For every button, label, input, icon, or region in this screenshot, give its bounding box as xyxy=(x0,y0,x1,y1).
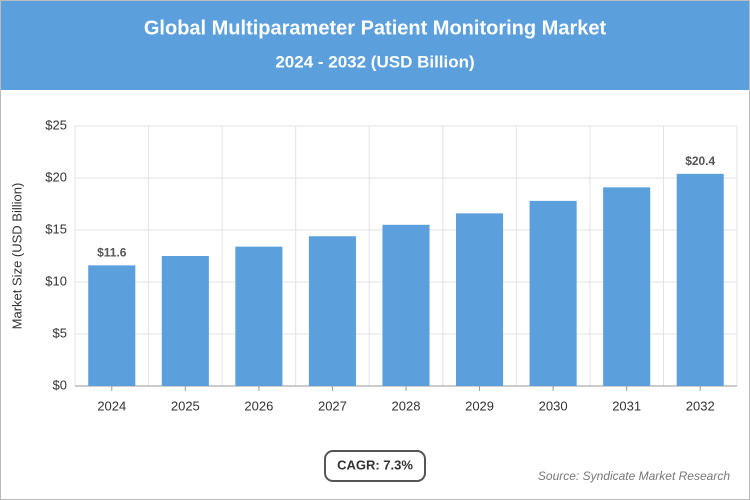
x-tick-label: 2030 xyxy=(539,398,568,413)
y-tick-label: $0 xyxy=(53,377,67,392)
bar xyxy=(382,224,430,386)
y-axis-label: Market Size (USD Billion) xyxy=(9,183,24,330)
bar xyxy=(676,173,724,386)
value-label: $20.4 xyxy=(685,154,715,168)
chart-title: Global Multiparameter Patient Monitoring… xyxy=(144,17,607,39)
x-tick-label: 2032 xyxy=(686,398,715,413)
source: Source: Syndicate Market Research xyxy=(538,469,730,483)
cagr: CAGR: 7.3% xyxy=(337,457,413,472)
x-tick-label: 2027 xyxy=(318,398,347,413)
x-tick-label: 2028 xyxy=(392,398,421,413)
x-tick-label: 2026 xyxy=(244,398,273,413)
value-label: $11.6 xyxy=(97,246,127,260)
x-tick-label: 2025 xyxy=(171,398,200,413)
bar xyxy=(161,256,209,386)
bar xyxy=(456,213,504,386)
y-tick-label: $10 xyxy=(45,273,67,288)
x-tick-label: 2029 xyxy=(465,398,494,413)
bar xyxy=(235,246,283,386)
bar xyxy=(529,200,577,386)
cagr-box xyxy=(324,450,426,482)
bar xyxy=(88,265,136,386)
chart-subtitle: 2024 - 2032 (USD Billion) xyxy=(275,52,474,71)
header xyxy=(1,1,749,90)
y-tick-label: $15 xyxy=(45,221,67,236)
y-tick-label: $25 xyxy=(45,117,67,132)
x-tick-label: 2031 xyxy=(612,398,641,413)
y-tick-label: $20 xyxy=(45,169,67,184)
x-tick-label: 2024 xyxy=(97,398,126,413)
bar xyxy=(603,187,651,386)
bar xyxy=(308,236,356,386)
y-tick-label: $5 xyxy=(53,325,67,340)
